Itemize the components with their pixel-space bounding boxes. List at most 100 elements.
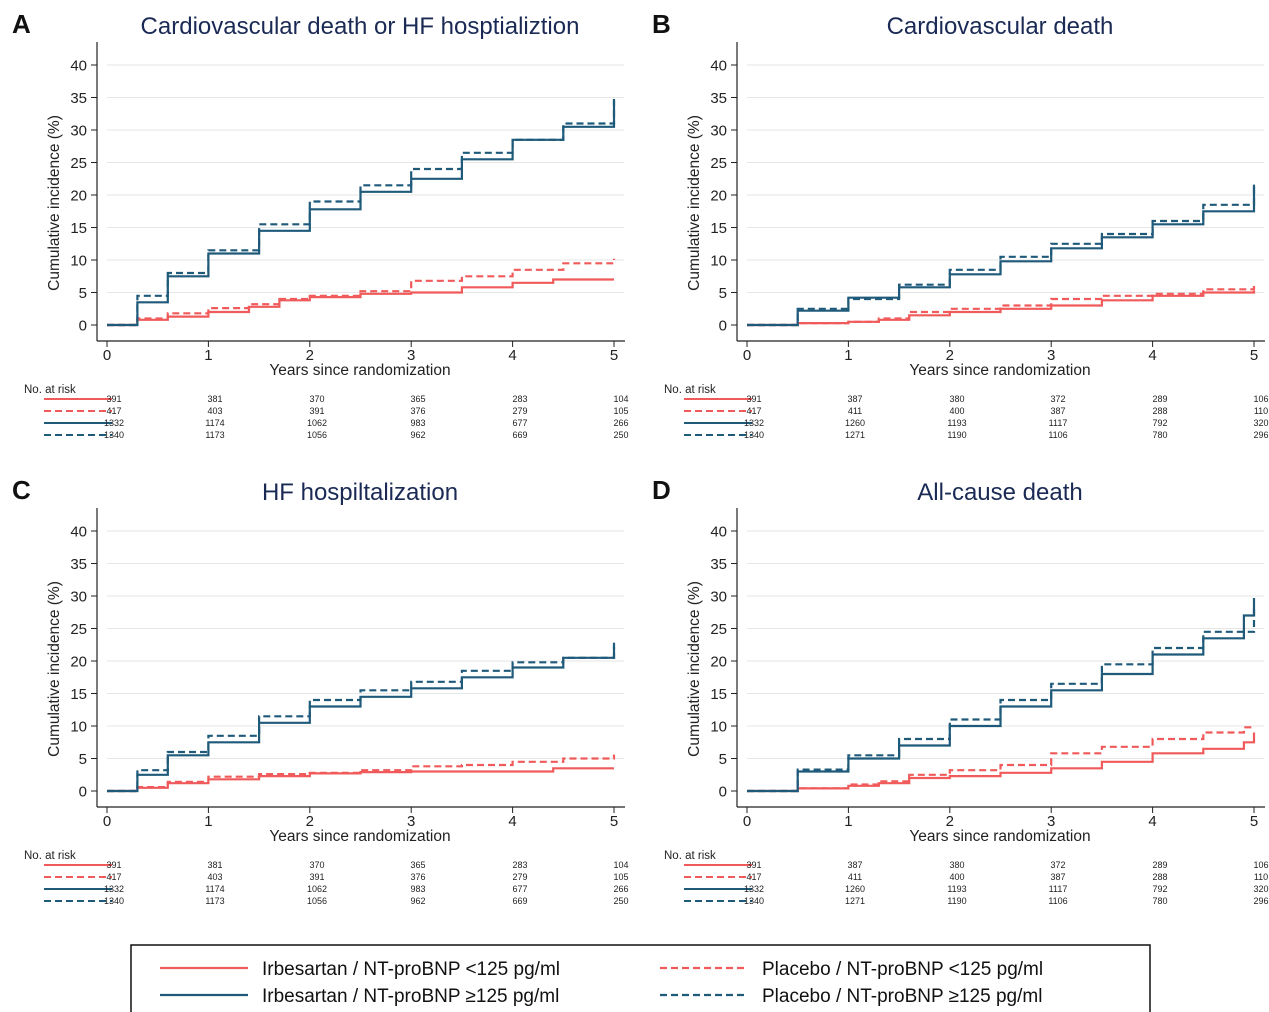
series-line-3: [107, 98, 616, 327]
at-risk-label: No. at risk: [24, 384, 76, 396]
at-risk-value: 417: [106, 872, 121, 882]
at-risk-value: 1271: [845, 896, 865, 906]
at-risk-value: 372: [1050, 860, 1065, 870]
y-tick-label: 20: [710, 188, 727, 205]
y-tick-label: 30: [710, 589, 727, 606]
series-line-3: [107, 646, 616, 793]
at-risk-value: 1117: [1049, 418, 1068, 428]
at-risk-value: 403: [207, 406, 222, 416]
y-tick-label: 15: [70, 686, 87, 703]
y-tick-label: 0: [719, 318, 727, 335]
at-risk-value: 1332: [744, 418, 764, 428]
y-tick-label: 10: [710, 719, 727, 736]
at-risk-value: 296: [1253, 896, 1268, 906]
at-risk-value: 669: [512, 430, 527, 440]
y-tick-label: 40: [70, 58, 87, 75]
at-risk-value: 376: [410, 872, 425, 882]
chart-title: HF hospiltalization: [262, 479, 458, 506]
at-risk-value: 1106: [1048, 896, 1067, 906]
at-risk-value: 1056: [307, 896, 327, 906]
series-line-3: [747, 185, 1256, 327]
at-risk-value: 391: [106, 394, 121, 404]
at-risk-value: 372: [1050, 394, 1065, 404]
at-risk-value: 1340: [744, 896, 764, 906]
at-risk-value: 417: [106, 406, 121, 416]
series-line-1: [107, 258, 616, 327]
at-risk-value: 365: [410, 860, 425, 870]
at-risk-value: 792: [1152, 884, 1167, 894]
at-risk-value: 387: [847, 860, 862, 870]
at-risk-value: 1340: [104, 430, 124, 440]
at-risk-value: 320: [1253, 418, 1268, 428]
y-tick-label: 20: [710, 654, 727, 671]
y-axis-label: Cumulative incidence (%): [686, 581, 703, 757]
x-tick-label: 5: [610, 347, 618, 364]
at-risk-value: 1106: [1048, 430, 1067, 440]
at-risk-value: 1174: [205, 418, 224, 428]
x-tick-label: 1: [844, 813, 852, 830]
x-tick-label: 5: [1250, 347, 1258, 364]
legend-label-0: Irbesartan / NT-proBNP <125 pg/ml: [262, 959, 560, 980]
at-risk-value: 365: [410, 394, 425, 404]
y-tick-label: 25: [70, 621, 87, 638]
at-risk-value: 1174: [205, 884, 224, 894]
series-line-2: [747, 184, 1256, 327]
at-risk-value: 983: [410, 884, 425, 894]
at-risk-value: 380: [949, 860, 964, 870]
y-tick-label: 25: [710, 621, 727, 638]
x-axis-label: Years since randomization: [269, 362, 450, 379]
chart-title: All-cause death: [917, 479, 1082, 506]
x-tick-label: 4: [508, 347, 516, 364]
at-risk-value: 380: [949, 394, 964, 404]
at-risk-value: 370: [309, 860, 324, 870]
series-line-1: [747, 726, 1254, 793]
x-tick-label: 5: [610, 813, 618, 830]
at-risk-value: 283: [512, 394, 527, 404]
y-tick-label: 30: [70, 123, 87, 140]
y-tick-label: 0: [79, 318, 87, 335]
panel-letter: C: [12, 475, 31, 505]
series-line-0: [107, 278, 614, 327]
series-line-1: [747, 284, 1256, 327]
at-risk-value: 962: [410, 430, 425, 440]
at-risk-value: 296: [1253, 430, 1268, 440]
at-risk-label: No. at risk: [664, 850, 716, 862]
at-risk-value: 391: [746, 394, 761, 404]
at-risk-value: 417: [746, 406, 761, 416]
x-tick-label: 0: [103, 347, 111, 364]
at-risk-value: 1062: [307, 418, 327, 428]
at-risk-value: 104: [613, 860, 628, 870]
at-risk-value: 411: [848, 406, 862, 416]
at-risk-value: 279: [512, 872, 527, 882]
at-risk-value: 104: [613, 394, 628, 404]
at-risk-value: 320: [1253, 884, 1268, 894]
legend: Irbesartan / NT-proBNP <125 pg/ml Placebo…: [130, 944, 1151, 1012]
at-risk-value: 1190: [947, 430, 966, 440]
x-tick-label: 0: [103, 813, 111, 830]
chart-panel-a: A Cardiovascular death or HF hosptializti…: [12, 9, 629, 440]
at-risk-value: 387: [1050, 406, 1065, 416]
at-risk-value: 669: [512, 896, 527, 906]
x-tick-label: 1: [844, 347, 852, 364]
y-tick-label: 0: [79, 784, 87, 801]
panel-letter: A: [12, 9, 31, 39]
at-risk-value: 1332: [104, 418, 124, 428]
y-tick-label: 35: [70, 556, 87, 573]
at-risk-value: 391: [746, 860, 761, 870]
x-tick-label: 4: [1148, 347, 1156, 364]
x-tick-label: 2: [946, 347, 954, 364]
at-risk-value: 105: [613, 406, 628, 416]
y-tick-label: 30: [70, 589, 87, 606]
at-risk-value: 106: [1253, 860, 1268, 870]
at-risk-value: 1193: [947, 418, 966, 428]
at-risk-value: 387: [1050, 872, 1065, 882]
y-axis-label: Cumulative incidence (%): [46, 115, 63, 291]
at-risk-value: 289: [1152, 394, 1167, 404]
at-risk-value: 983: [410, 418, 425, 428]
y-tick-label: 15: [710, 220, 727, 237]
at-risk-value: 411: [848, 872, 862, 882]
x-axis-label: Years since randomization: [909, 362, 1090, 379]
x-tick-label: 2: [306, 813, 314, 830]
